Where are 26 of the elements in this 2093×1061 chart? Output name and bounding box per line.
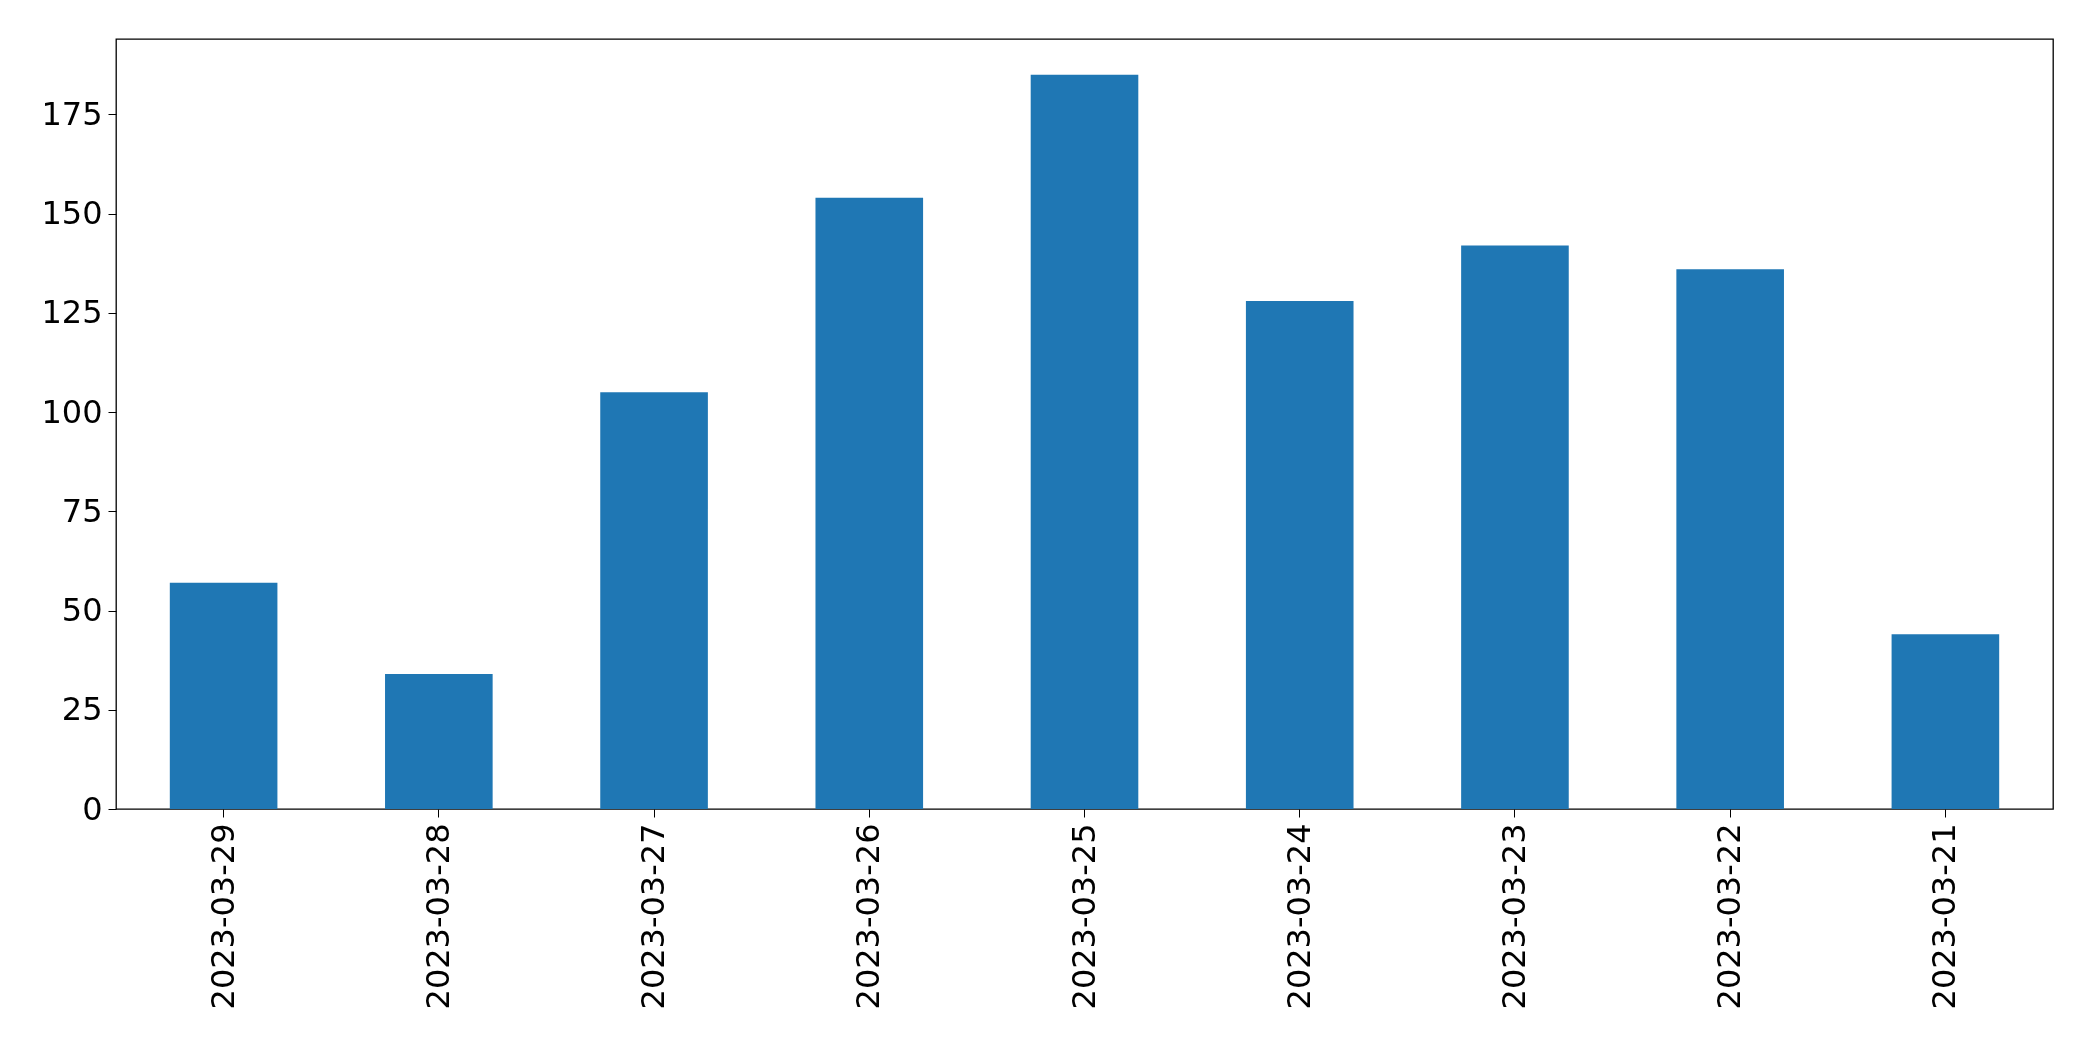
y-tick-label: 0	[82, 789, 103, 828]
bar	[600, 392, 708, 809]
y-tick-label: 150	[41, 194, 103, 233]
bar	[1030, 74, 1139, 809]
x-tick-label: 2023-03-29	[203, 823, 242, 1010]
bar	[169, 582, 278, 809]
bar	[1676, 269, 1784, 809]
bar	[1461, 245, 1569, 809]
x-tick-label: 2023-03-22	[1710, 823, 1749, 1010]
bar	[1245, 300, 1354, 809]
x-tick-label: 2023-03-27	[634, 823, 673, 1010]
y-tick-label: 175	[41, 94, 103, 133]
bar	[385, 674, 493, 809]
bar	[1891, 634, 2000, 809]
x-tick-label: 2023-03-28	[418, 823, 457, 1010]
y-tick-label: 50	[61, 591, 103, 630]
x-tick-label: 2023-03-25	[1064, 823, 1103, 1010]
x-tick-label: 2023-03-26	[849, 823, 888, 1010]
y-tick-label: 75	[61, 491, 103, 530]
x-tick-label: 2023-03-23	[1494, 823, 1533, 1010]
bar	[815, 197, 924, 809]
y-tick-label: 125	[41, 293, 103, 332]
x-tick-label: 2023-03-21	[1925, 823, 1964, 1010]
x-tick-label: 2023-03-24	[1279, 823, 1318, 1010]
y-tick-label: 25	[61, 690, 103, 729]
y-tick-label: 100	[41, 392, 103, 431]
